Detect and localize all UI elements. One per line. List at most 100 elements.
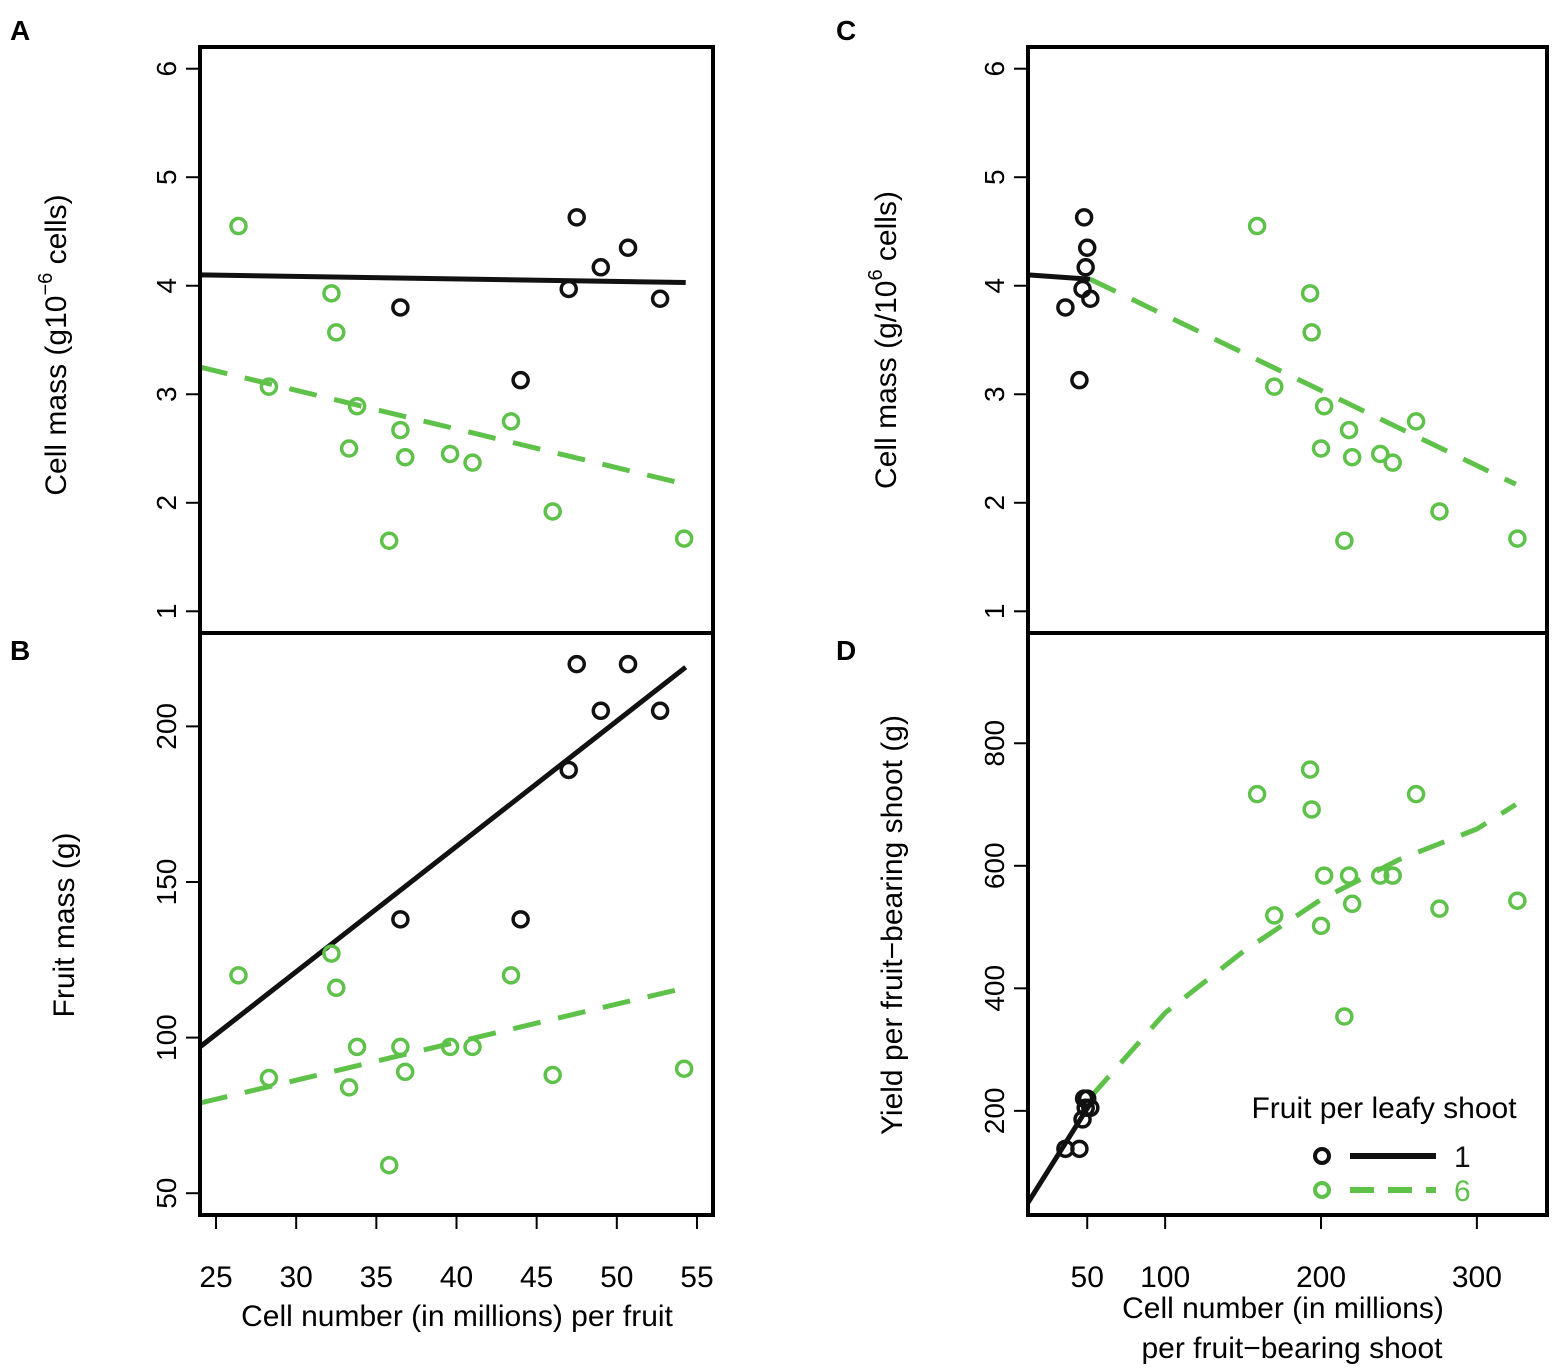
- panel-a-fit-line-6: [199, 364, 687, 487]
- panel-a-y-tick-label: 2: [151, 495, 182, 511]
- x-axis-label-left: Cell number (in millions) per fruit: [241, 1300, 673, 1333]
- panel-a-point-6: [339, 439, 359, 458]
- y-axis-label-b: Fruit mass (g): [48, 832, 81, 1017]
- x-axis-label-right-line2: per fruit−bearing shoot: [1141, 1332, 1443, 1365]
- panel-c-point-6: [1342, 447, 1362, 467]
- panel-b-point-1: [591, 701, 611, 721]
- legend-title: Fruit per leafy shoot: [1251, 1092, 1517, 1125]
- panel-d-plot: 200 400 600 800 50 100 200 300: [979, 720, 1527, 1294]
- panel-d-point-1: [1081, 1098, 1100, 1118]
- panel-a-point-6: [229, 216, 248, 236]
- panel-d-point-6: [1302, 800, 1321, 819]
- panel-a-point-6: [322, 284, 341, 303]
- panel-b-x-tick-label: 55: [680, 1261, 713, 1294]
- panel-b-point-1: [650, 701, 670, 721]
- panel-b-point-6: [674, 1059, 694, 1078]
- panel-c-point-6: [1406, 412, 1426, 431]
- panel-a-point-6: [440, 444, 460, 464]
- panel-c-point-1: [1070, 370, 1089, 390]
- panel-c-point-1: [1081, 289, 1100, 309]
- panel-a-point-1: [650, 289, 670, 309]
- legend-label-1: 1: [1454, 1141, 1471, 1174]
- panel-b-y-tick-label: 150: [151, 859, 182, 906]
- panel-a-y-tick-label: 6: [151, 61, 182, 77]
- panel-d-y-tick-label: 800: [979, 720, 1010, 767]
- panel-c-y-tick-label: 2: [979, 495, 1010, 511]
- panel-b-point-6: [347, 1037, 367, 1057]
- panel-b-point-6: [339, 1078, 359, 1097]
- panel-c-point-6: [1339, 420, 1359, 440]
- panel-b-y-tick-label: 50: [151, 1178, 182, 1209]
- panel-d-fit-line-6: [1088, 802, 1518, 1100]
- panel-b-point-6: [327, 978, 346, 998]
- panel-d-point-1: [1070, 1139, 1089, 1159]
- panel-d-point-6: [1265, 906, 1284, 925]
- panel-d-point-6: [1314, 866, 1334, 885]
- panel-d-point-6: [1339, 866, 1359, 885]
- x-axis-label-right-line1: Cell number (in millions): [1122, 1292, 1444, 1325]
- panel-b-point-1: [618, 654, 638, 674]
- panel-c-plot: 1 2 3 4 5 6: [979, 61, 1527, 620]
- panel-a-point-1: [567, 208, 586, 227]
- panel-c-y-tick-label: 6: [979, 61, 1010, 77]
- panel-b-point-6: [391, 1037, 410, 1057]
- panel-d-point-6: [1370, 866, 1390, 885]
- panel-d-point-6: [1311, 916, 1331, 936]
- panel-a-point-1: [591, 258, 611, 277]
- panel-b-point-6: [463, 1037, 482, 1057]
- panel-c-point-6: [1383, 453, 1402, 472]
- panel-b-point-6: [229, 966, 248, 985]
- panel-b-x-tick-label: 45: [520, 1261, 553, 1294]
- panel-a-y-tick-label: 1: [151, 604, 182, 620]
- panel-letter-a: A: [10, 15, 30, 46]
- panel-d-point-6: [1508, 891, 1527, 910]
- legend-marker-1: [1313, 1147, 1331, 1165]
- panel-b-point-1: [511, 910, 530, 929]
- panel-c-point-6: [1335, 531, 1354, 551]
- panel-b-plot: 50 100 150 200 25 30 35 40 45 50 55: [151, 654, 714, 1294]
- panel-a-point-1: [511, 370, 530, 390]
- panel-b-point-6: [379, 1155, 399, 1175]
- panel-c-y-tick-label: 3: [979, 386, 1010, 402]
- legend-label-6: 6: [1454, 1175, 1471, 1208]
- panel-d-x-tick-label: 100: [1140, 1261, 1190, 1294]
- panel-b-x-tick-label: 25: [199, 1261, 232, 1294]
- panel-d-y-tick-label: 200: [979, 1087, 1010, 1134]
- panel-a-point-6: [395, 447, 415, 467]
- panel-a-point-6: [391, 420, 410, 440]
- panel-a-point-6: [379, 531, 399, 551]
- panel-b-point-6: [395, 1062, 415, 1082]
- panel-a-point-6: [501, 412, 521, 431]
- panel-b-point-6: [440, 1037, 460, 1057]
- panel-b-x-tick-label: 35: [360, 1261, 393, 1294]
- panel-b-x-tick-label: 40: [440, 1261, 473, 1294]
- panel-b-point-6: [543, 1065, 562, 1085]
- panel-d-point-6: [1335, 1007, 1354, 1026]
- panel-d-point-6: [1383, 866, 1402, 885]
- panel-c-y-tick-label: 5: [979, 169, 1010, 185]
- panel-a-y-tick-label: 3: [151, 386, 182, 402]
- panel-letter-b: B: [10, 635, 30, 666]
- panel-a-fit-line-1: [199, 272, 686, 285]
- panel-d-point-6: [1430, 899, 1449, 918]
- panel-b-fit-line-1: [198, 665, 688, 1049]
- panel-d-x-tick-label: 50: [1071, 1261, 1104, 1294]
- panel-c-point-1: [1077, 238, 1097, 258]
- panel-d-point-6: [1406, 784, 1426, 804]
- panel-a-point-1: [618, 238, 638, 258]
- panel-c-y-tick-label: 1: [979, 604, 1010, 620]
- panel-c-point-6: [1508, 529, 1527, 548]
- panel-b-x-tick-label: 50: [600, 1261, 633, 1294]
- panel-a-point-6: [543, 502, 562, 521]
- panel-d-point-6: [1300, 760, 1320, 779]
- panel-a-point-1: [559, 279, 578, 299]
- panel-c-fit-line-1: [1027, 272, 1091, 282]
- panel-b-y-tick-label: 100: [151, 1014, 182, 1061]
- panel-b-y-tick-label: 200: [151, 703, 182, 750]
- panel-d-x-tick-label: 200: [1296, 1261, 1346, 1294]
- panel-a-plot: 1 2 3 4 5 6: [151, 61, 694, 620]
- panel-d-point-6: [1247, 784, 1267, 804]
- panel-a-point-6: [327, 323, 346, 342]
- panel-c-point-6: [1430, 502, 1449, 521]
